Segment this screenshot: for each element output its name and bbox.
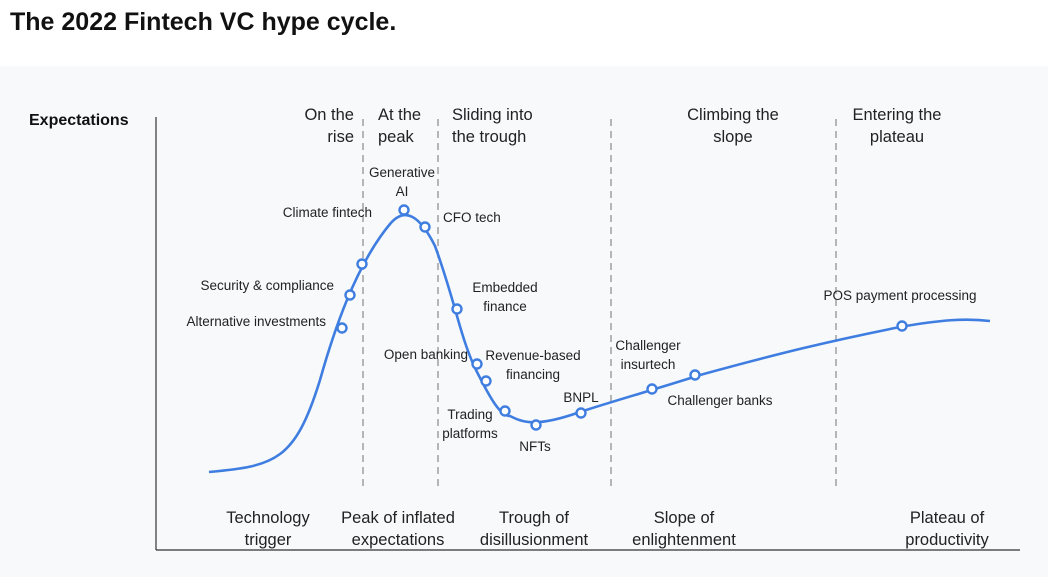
- chart-title: The 2022 Fintech VC hype cycle.: [10, 8, 397, 36]
- label-climate-fintech: Climate fintech: [283, 205, 372, 220]
- hype-cycle-chart: Expectations On the rise At the peak Sliding…: [29, 106, 1020, 551]
- header: The 2022 Fintech VC hype cycle.: [0, 0, 1048, 66]
- label-bnpl: BNPL: [563, 390, 599, 405]
- label-challenger-insurtech-line: Challenger: [615, 338, 681, 353]
- point-generative-ai: [398, 204, 410, 216]
- hype-curve: [208, 213, 991, 474]
- point-pos-payment-processing: [896, 320, 908, 332]
- technology-points: [336, 204, 908, 431]
- phase-label-sliding-into-the-trough: Sliding into the trough: [452, 106, 533, 146]
- label-pos-payment-processing-line: POS payment processing: [823, 288, 976, 303]
- stage-label-peak-of-inflated-expectations-line: Peak of inflated: [341, 509, 455, 527]
- phase-dividers: [362, 119, 837, 486]
- label-bnpl-line: BNPL: [563, 390, 599, 405]
- point-cfo-tech: [419, 221, 431, 233]
- stage-label-slope-of-enlightenment-line: enlightenment: [632, 531, 736, 549]
- phase-label-at-the-peak-line: peak: [378, 128, 415, 146]
- label-challenger-banks: Challenger banks: [667, 393, 772, 408]
- label-open-banking-line: Open banking: [384, 347, 468, 362]
- phase-label-climbing-the-slope-line: slope: [713, 128, 752, 146]
- label-nfts: NFTs: [519, 439, 551, 454]
- technology-labels: Alternative investments Security & compli…: [186, 165, 976, 454]
- stage-labels: Technology trigger Peak of inflated expecta…: [226, 509, 989, 549]
- label-challenger-banks-line: Challenger banks: [667, 393, 772, 408]
- stage-label-plateau-of-productivity: Plateau of productivity: [905, 509, 989, 549]
- label-generative-ai-line: Generative: [369, 165, 435, 180]
- phase-label-at-the-peak-line: At the: [378, 106, 421, 124]
- phase-label-on-the-rise-line: rise: [327, 128, 354, 146]
- point-bnpl: [575, 407, 587, 419]
- phase-label-sliding-into-the-trough-line: Sliding into: [452, 106, 533, 124]
- stage-label-slope-of-enlightenment: Slope of enlightenment: [632, 509, 736, 549]
- phase-label-entering-the-plateau-line: Entering the: [853, 106, 942, 124]
- stage-label-slope-of-enlightenment-line: Slope of: [654, 509, 715, 527]
- stage-label-peak-of-inflated-expectations-line: expectations: [352, 531, 445, 549]
- stage-label-trough-of-disillusionment-line: disillusionment: [480, 531, 589, 549]
- chart-panel: Expectations On the rise At the peak Sliding…: [0, 66, 1048, 577]
- label-challenger-insurtech: Challenger insurtech: [615, 338, 681, 372]
- stage-label-trough-of-disillusionment: Trough of disillusionment: [480, 509, 589, 549]
- label-open-banking: Open banking: [384, 347, 468, 362]
- phase-labels: On the rise At the peak Sliding into the trou…: [304, 106, 941, 146]
- y-axis-label: Expectations: [29, 112, 129, 129]
- phase-label-climbing-the-slope: Climbing the slope: [687, 106, 779, 146]
- label-alternative-investments-line: Alternative investments: [186, 314, 326, 329]
- label-embedded-finance-line: Embedded: [472, 280, 537, 295]
- label-climate-fintech-line: Climate fintech: [283, 205, 372, 220]
- stage-label-technology-trigger: Technology trigger: [226, 509, 310, 549]
- point-trading-platforms: [499, 405, 511, 417]
- label-trading-platforms: Trading platforms: [442, 407, 498, 441]
- point-challenger-banks: [689, 369, 701, 381]
- label-cfo-tech-line: CFO tech: [443, 210, 501, 225]
- phase-label-on-the-rise-line: On the: [304, 106, 354, 124]
- label-embedded-finance-line: finance: [483, 299, 527, 314]
- phase-label-sliding-into-the-trough-line: the trough: [452, 128, 526, 146]
- label-revenue-based-financing-line: financing: [506, 367, 560, 382]
- label-trading-platforms-line: Trading: [447, 407, 492, 422]
- label-revenue-based-financing-line: Revenue-based: [485, 348, 580, 363]
- stage-label-plateau-of-productivity-line: Plateau of: [910, 509, 985, 527]
- stage-label-trough-of-disillusionment-line: Trough of: [499, 509, 569, 527]
- label-generative-ai: Generative AI: [369, 165, 435, 199]
- label-nfts-line: NFTs: [519, 439, 551, 454]
- stage-label-plateau-of-productivity-line: productivity: [905, 531, 989, 549]
- point-open-banking: [471, 358, 483, 370]
- label-embedded-finance: Embedded finance: [472, 280, 537, 314]
- label-revenue-based-financing: Revenue-based financing: [485, 348, 580, 382]
- phase-label-on-the-rise: On the rise: [304, 106, 354, 146]
- stage-label-peak-of-inflated-expectations: Peak of inflated expectations: [341, 509, 455, 549]
- label-security-and-compliance: Security & compliance: [200, 278, 334, 293]
- label-cfo-tech: CFO tech: [443, 210, 501, 225]
- stage-label-technology-trigger-line: Technology: [226, 509, 310, 527]
- point-embedded-finance: [451, 303, 463, 315]
- point-challenger-insurtech: [646, 383, 658, 395]
- phase-label-entering-the-plateau: Entering the plateau: [853, 106, 942, 146]
- stage-label-technology-trigger-line: trigger: [245, 531, 292, 549]
- label-alternative-investments: Alternative investments: [186, 314, 326, 329]
- label-generative-ai-line: AI: [396, 184, 409, 199]
- point-climate-fintech: [356, 258, 368, 270]
- label-challenger-insurtech-line: insurtech: [621, 357, 676, 372]
- label-trading-platforms-line: platforms: [442, 426, 498, 441]
- label-security-and-compliance-line: Security & compliance: [200, 278, 334, 293]
- point-nfts: [530, 419, 542, 431]
- point-security-and-compliance: [344, 289, 356, 301]
- phase-label-climbing-the-slope-line: Climbing the: [687, 106, 779, 124]
- phase-label-entering-the-plateau-line: plateau: [870, 128, 924, 146]
- label-pos-payment-processing: POS payment processing: [823, 288, 976, 303]
- phase-label-at-the-peak: At the peak: [378, 106, 421, 146]
- point-revenue-based-financing: [480, 375, 492, 387]
- point-alternative-investments: [336, 322, 348, 334]
